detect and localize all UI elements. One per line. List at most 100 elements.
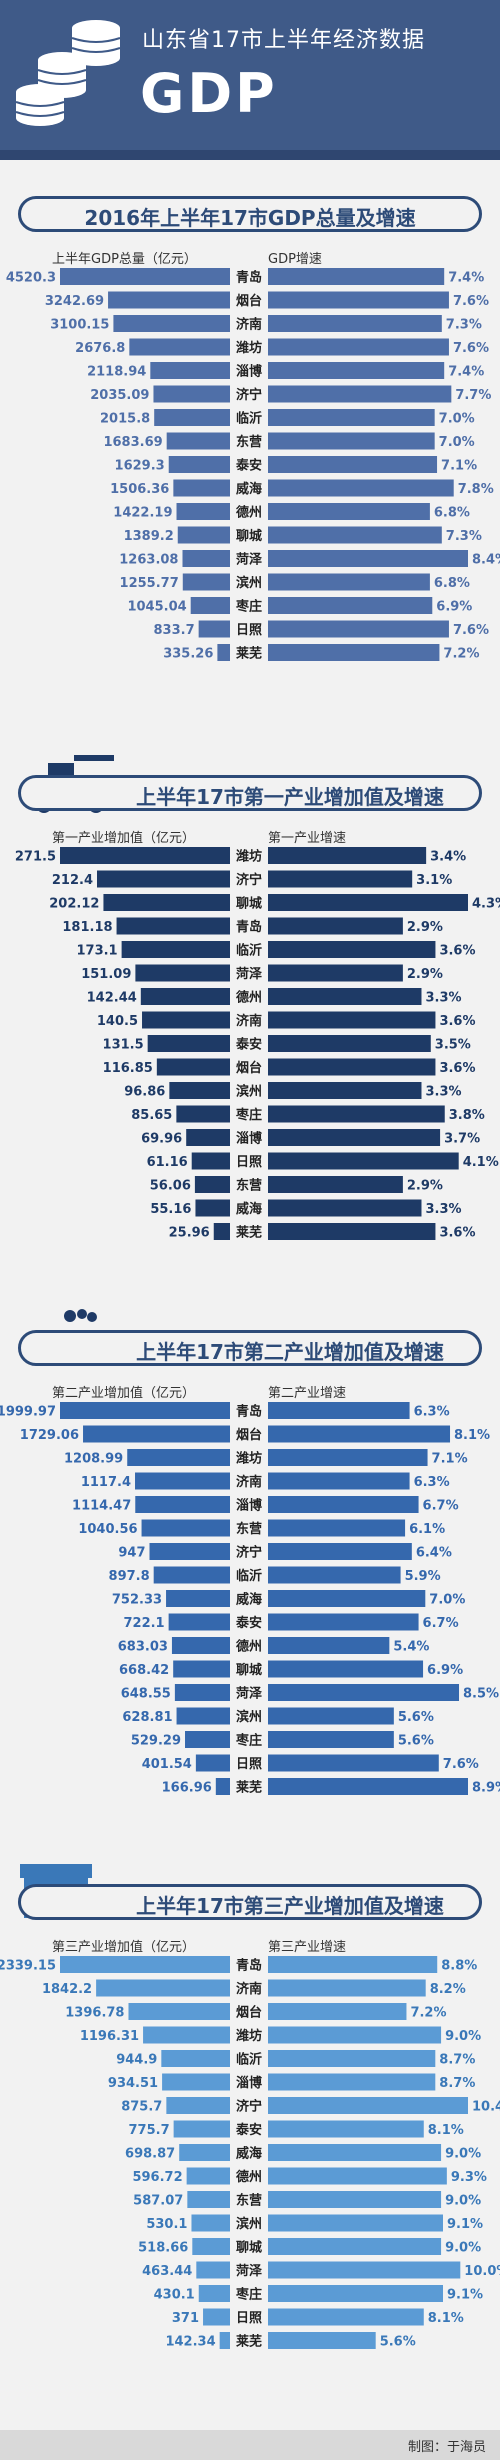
growth-value-label: 8.9% (472, 1781, 500, 1796)
city-label: 东营 (236, 434, 262, 450)
city-label: 临沂 (236, 2052, 262, 2068)
growth-value-label: 3.5% (435, 1038, 471, 1053)
right-bar (268, 1035, 431, 1052)
growth-value-label: 9.3% (451, 2170, 487, 2185)
header-title: 山东省17市上半年经济数据 (142, 28, 425, 53)
right-bar (268, 1058, 436, 1076)
growth-value-label: 6.7% (423, 1499, 459, 1514)
left-bar (127, 1449, 230, 1466)
growth-value-label: 8.4% (472, 553, 500, 568)
left-value-label: 1045.04 (127, 600, 186, 615)
right-bar (268, 2120, 424, 2138)
left-bar (182, 573, 230, 591)
left-bar (213, 1223, 230, 1240)
growth-value-label: 4.3% (472, 897, 500, 912)
city-label: 菏泽 (236, 552, 263, 568)
left-value-label: 529.29 (131, 1734, 181, 1749)
left-bar (192, 2238, 230, 2255)
left-bar (113, 315, 230, 332)
left-value-label: 96.86 (124, 1085, 165, 1100)
left-value-label: 131.5 (103, 1038, 144, 1053)
left-bar (154, 409, 230, 426)
right-bar (268, 1176, 403, 1193)
left-bar (169, 1082, 230, 1099)
left-bar (108, 291, 230, 309)
growth-value-label: 7.1% (432, 1452, 468, 1467)
left-value-label: 587.07 (133, 2194, 183, 2209)
right-bar (268, 1449, 428, 1466)
growth-value-label: 7.6% (453, 294, 489, 309)
growth-value-label: 3.1% (416, 873, 452, 888)
section-secondary-industry: 上半年17市第二产业增加值及增速 第二产业增加值（亿元） 第二产业增速 1999… (0, 1309, 500, 1850)
left-bar (141, 1519, 230, 1537)
left-bar (179, 2144, 230, 2161)
left-value-label: 1117.4 (81, 1475, 131, 1490)
city-label: 泰安 (235, 458, 262, 474)
left-value-label: 1208.99 (64, 1452, 123, 1467)
left-bar (173, 2120, 230, 2138)
right-bar (268, 2167, 447, 2185)
growth-value-label: 6.7% (423, 1616, 459, 1631)
city-label: 聊城 (236, 1662, 262, 1678)
growth-value-label: 6.8% (434, 576, 470, 591)
growth-value-label: 10.0% (464, 2264, 500, 2279)
section-title-box (18, 775, 482, 811)
city-label: 青岛 (236, 919, 262, 935)
left-value-label: 116.85 (103, 1061, 153, 1076)
city-label: 枣庄 (235, 2287, 262, 2303)
left-value-label: 518.66 (138, 2241, 188, 2256)
growth-value-label: 5.9% (405, 1569, 441, 1584)
right-bar (268, 2191, 442, 2208)
left-bar (153, 385, 230, 403)
section-title: 2016年上半年17市GDP总量及增速 (84, 206, 416, 230)
left-bar (203, 2308, 230, 2326)
city-label: 德州 (236, 1639, 262, 1655)
city-label: 威海 (236, 1201, 262, 1217)
city-label: 淄博 (236, 2075, 262, 2091)
left-value-label: 722.1 (123, 1616, 164, 1631)
city-label: 威海 (236, 481, 262, 497)
growth-value-label: 7.3% (446, 529, 482, 544)
right-bar (268, 2285, 443, 2302)
left-value-label: 1629.3 (115, 459, 165, 474)
tertiary-industry-chart: 2339.15 青岛 8.8% 1842.2 济南 8.2% 1396.78 烟台 7.2% 11… (0, 1956, 500, 2350)
city-label: 滨州 (236, 2216, 262, 2232)
section-title: 上半年17市第一产业增加值及增速 (136, 785, 444, 809)
secondary-industry-chart: 1999.97 青岛 6.3% 1729.06 烟台 8.1% 1208.99 潍坊 7.1% 1… (0, 1402, 500, 1796)
left-bar (190, 597, 230, 614)
left-value-label: 140.5 (97, 1014, 138, 1029)
left-bar (168, 456, 230, 473)
city-label: 东营 (236, 2193, 262, 2209)
left-bar (195, 1754, 230, 1772)
left-bar (186, 2167, 230, 2185)
city-label: 枣庄 (235, 1107, 262, 1123)
growth-value-label: 7.3% (446, 318, 482, 333)
left-value-label: 166.96 (162, 1781, 212, 1796)
right-bar (268, 1660, 424, 1678)
right-bar (268, 1979, 426, 1997)
section-gdp: 2016年上半年17市GDP总量及增速 上半年GDP总量（亿元） GDP增速 4… (0, 190, 500, 662)
left-bar (176, 503, 230, 520)
city-label: 德州 (236, 2169, 262, 2185)
growth-value-label: 2.9% (407, 967, 443, 982)
city-label: 德州 (236, 505, 262, 521)
city-label: 聊城 (236, 528, 262, 544)
left-bar (176, 1105, 230, 1123)
city-label: 烟台 (236, 1060, 262, 1076)
right-bar (268, 1152, 459, 1170)
left-value-label: 1389.2 (124, 529, 174, 544)
left-bar (156, 1058, 230, 1076)
right-bar (268, 1129, 441, 1146)
right-bar (268, 1778, 468, 1795)
growth-value-label: 7.4% (448, 271, 484, 286)
city-label: 威海 (236, 2146, 262, 2162)
left-bar (147, 1035, 230, 1052)
right-bar (268, 894, 468, 911)
growth-value-label: 7.6% (453, 623, 489, 638)
left-value-label: 775.7 (129, 2123, 170, 2138)
left-bar (187, 2191, 230, 2208)
gdp-chart: 4520.3 青岛 7.4% 3242.69 烟台 7.6% 3100.15 济南 7.3% 26… (6, 268, 500, 662)
city-label: 枣庄 (235, 1733, 262, 1749)
growth-value-label: 3.6% (439, 1061, 475, 1076)
growth-value-label: 3.3% (425, 991, 461, 1006)
